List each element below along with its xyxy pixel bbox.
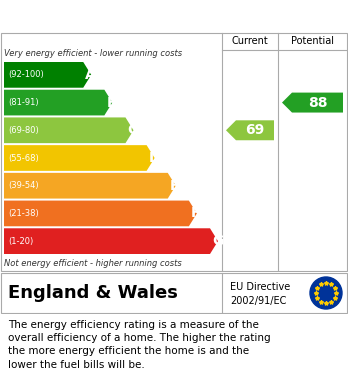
- Text: England & Wales: England & Wales: [8, 284, 178, 302]
- Text: (55-68): (55-68): [8, 154, 39, 163]
- Polygon shape: [4, 201, 197, 226]
- Text: Energy Efficiency Rating: Energy Efficiency Rating: [10, 9, 220, 23]
- Text: B: B: [106, 95, 117, 109]
- Text: 69: 69: [245, 123, 264, 137]
- Text: The energy efficiency rating is a measure of the
overall efficiency of a home. T: The energy efficiency rating is a measur…: [8, 320, 271, 369]
- Text: A: A: [85, 68, 96, 82]
- Text: Current: Current: [232, 36, 268, 46]
- Polygon shape: [4, 117, 134, 143]
- Text: (92-100): (92-100): [8, 70, 44, 79]
- Text: (21-38): (21-38): [8, 209, 39, 218]
- Text: (69-80): (69-80): [8, 126, 39, 135]
- Text: 88: 88: [308, 95, 327, 109]
- Circle shape: [310, 277, 342, 309]
- Polygon shape: [4, 90, 112, 115]
- Text: D: D: [149, 151, 160, 165]
- Text: Not energy efficient - higher running costs: Not energy efficient - higher running co…: [4, 260, 182, 269]
- Text: (39-54): (39-54): [8, 181, 39, 190]
- Text: G: G: [212, 234, 223, 248]
- Text: (1-20): (1-20): [8, 237, 33, 246]
- Text: Potential: Potential: [292, 36, 334, 46]
- Text: F: F: [191, 206, 200, 221]
- Polygon shape: [4, 62, 91, 88]
- Text: (81-91): (81-91): [8, 98, 39, 107]
- Polygon shape: [4, 173, 176, 199]
- Polygon shape: [4, 145, 155, 171]
- Text: EU Directive: EU Directive: [230, 282, 290, 292]
- Text: Very energy efficient - lower running costs: Very energy efficient - lower running co…: [4, 50, 182, 59]
- Text: 2002/91/EC: 2002/91/EC: [230, 296, 286, 305]
- Polygon shape: [4, 228, 218, 254]
- Text: C: C: [127, 123, 138, 137]
- Polygon shape: [282, 93, 343, 113]
- Polygon shape: [226, 120, 274, 140]
- Text: E: E: [170, 179, 179, 193]
